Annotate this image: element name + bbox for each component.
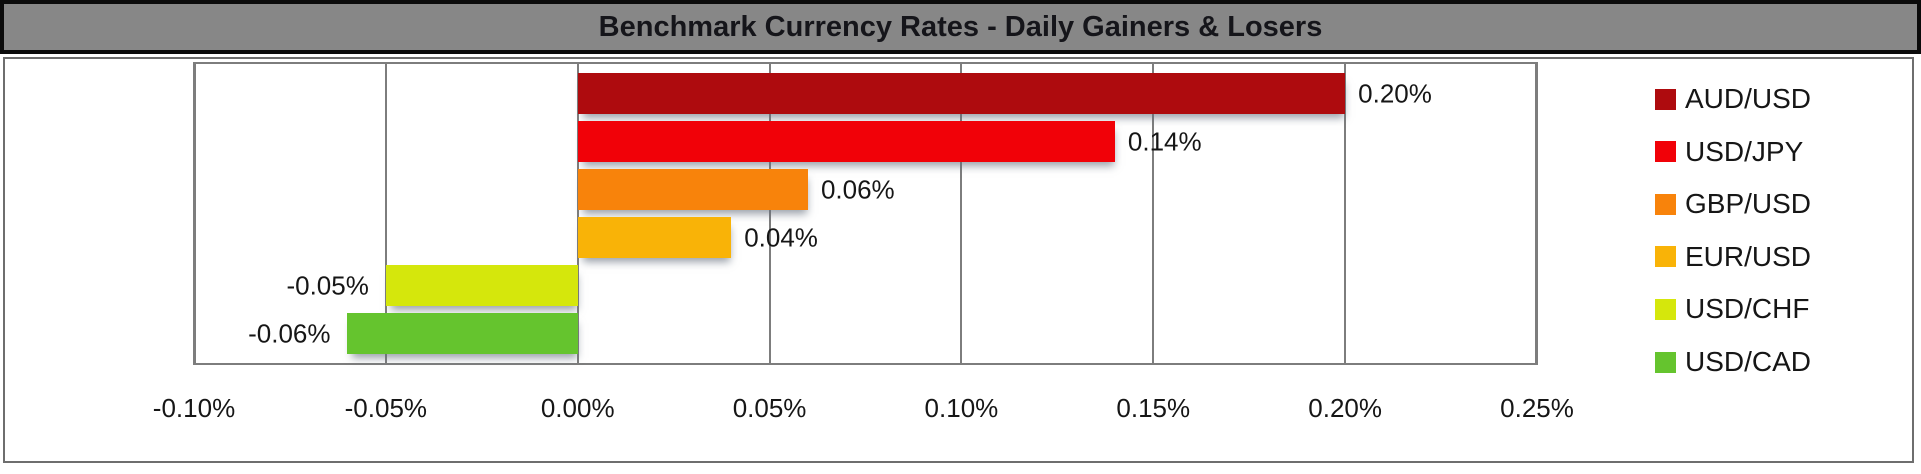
legend-label: USD/CAD [1685,346,1812,377]
x-tick-0.05%: 0.05% [732,393,807,423]
legend-item-usd-chf[interactable]: USD/CHF [1655,293,1809,325]
gridline-0.15 [1152,62,1155,365]
legend-swatch-icon [1655,246,1676,268]
x-tick-0.15%: 0.15% [1116,393,1191,423]
chart-title: Benchmark Currency Rates - Daily Gainers… [598,10,1323,43]
legend-swatch-icon [1655,193,1676,215]
gridline-0 [576,62,579,365]
bar-eur-usd[interactable] [577,217,732,258]
bar-label-eur-usd: 0.04% [744,222,818,252]
bar-label-usd-chf: -0.05% [286,270,369,300]
legend-label: USD/JPY [1685,135,1804,167]
bar-usd-chf[interactable] [385,265,578,306]
legend-swatch-icon [1655,88,1676,110]
bar-label-usd-jpy: 0.14% [1127,126,1202,156]
legend-swatch-icon [1655,298,1676,320]
chart-title-bar: Benchmark Currency Rates - Daily Gainers… [0,0,1921,54]
x-tick--0.05%: -0.05% [344,393,428,423]
x-tick--0.10%: -0.10% [152,393,236,423]
legend-item-gbp-usd[interactable]: GBP/USD [1655,188,1811,220]
bar-usd-jpy[interactable] [577,121,1115,162]
gridline-0.05 [768,62,771,365]
legend-label: EUR/USD [1685,240,1812,272]
gridline-0.1 [960,62,963,365]
bar-label-gbp-usd: 0.06% [820,174,895,204]
bar-label-aud-usd: 0.20% [1358,78,1432,108]
legend-item-aud-usd[interactable]: AUD/USD [1655,83,1811,115]
legend-swatch-icon [1655,141,1676,163]
bar-usd-cad[interactable] [347,313,578,354]
legend-label: USD/CHF [1685,293,1810,325]
gridline--0.05 [384,62,387,365]
legend-item-usd-jpy[interactable]: USD/JPY [1655,136,1803,168]
legend-swatch-icon [1655,351,1676,373]
legend-label: GBP/USD [1685,188,1812,220]
x-tick-0.25%: 0.25% [1500,393,1574,423]
x-tick-0.00%: 0.00% [540,393,615,423]
legend-item-eur-usd[interactable]: EUR/USD [1655,241,1811,273]
bar-gbp-usd[interactable] [577,169,808,210]
gridline-0.25 [1536,62,1538,365]
x-tick-0.20%: 0.20% [1308,393,1383,423]
gridline--0.1 [193,62,195,365]
legend-item-usd-cad[interactable]: USD/CAD [1655,346,1811,378]
bar-label-usd-cad: -0.06% [248,318,331,348]
x-tick-0.10%: 0.10% [924,393,999,423]
legend-label: AUD/USD [1685,83,1812,114]
chart-area: 0.20% 0.14% 0.06% 0.04% -0.05% -0.06% -0.10% -… [3,57,1914,463]
bar-aud-usd[interactable] [577,73,1346,114]
gridline-0.2 [1344,62,1347,365]
